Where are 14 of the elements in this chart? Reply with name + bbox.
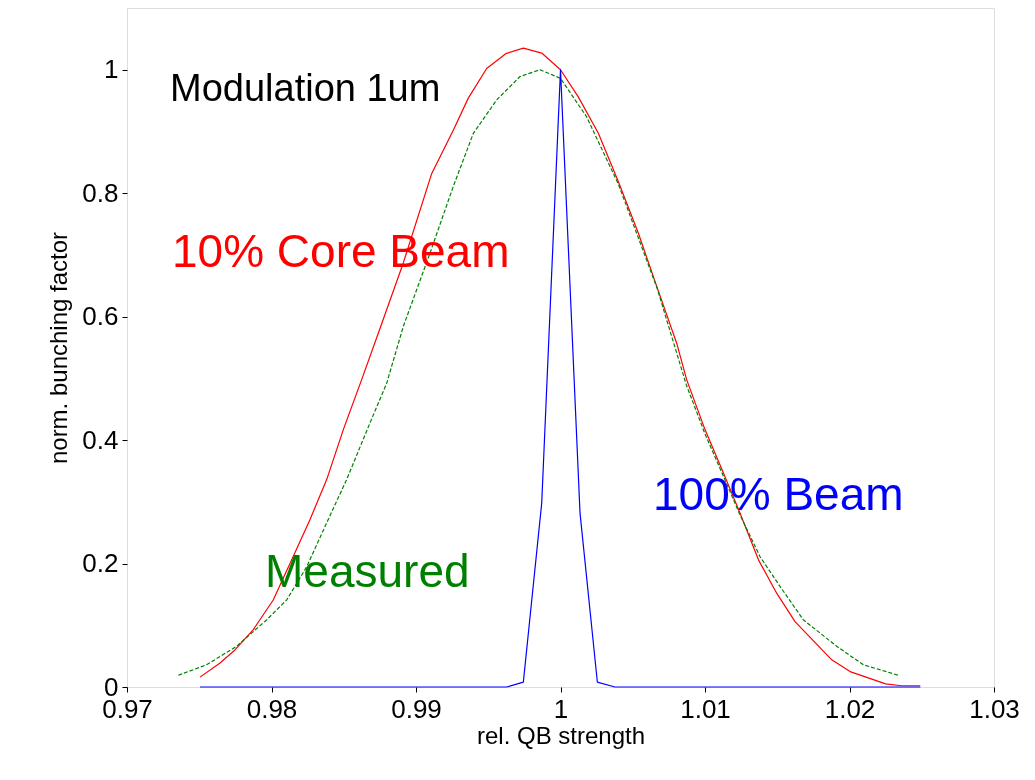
x-axis-title: rel. QB strength	[476, 721, 646, 749]
annotation: Modulation 1um	[170, 67, 441, 109]
x-tick-label: 1	[553, 693, 569, 724]
x-tick-label: 1.02	[824, 693, 876, 724]
x-tick-label: 0.98	[246, 693, 298, 724]
x-tick-label: 1.01	[680, 693, 731, 724]
y-tick-label: 0.6	[82, 301, 119, 332]
y-tick-label: 0.2	[82, 548, 119, 579]
y-tick-label: 1	[104, 54, 119, 85]
y-tick-label: 0.8	[82, 177, 119, 208]
y-axis-title: norm. bunching factor	[45, 231, 73, 465]
y-tick-label: 0.4	[82, 424, 119, 455]
x-tick-label: 1.03	[969, 693, 1020, 724]
x-tick-label: 0.99	[391, 693, 442, 724]
